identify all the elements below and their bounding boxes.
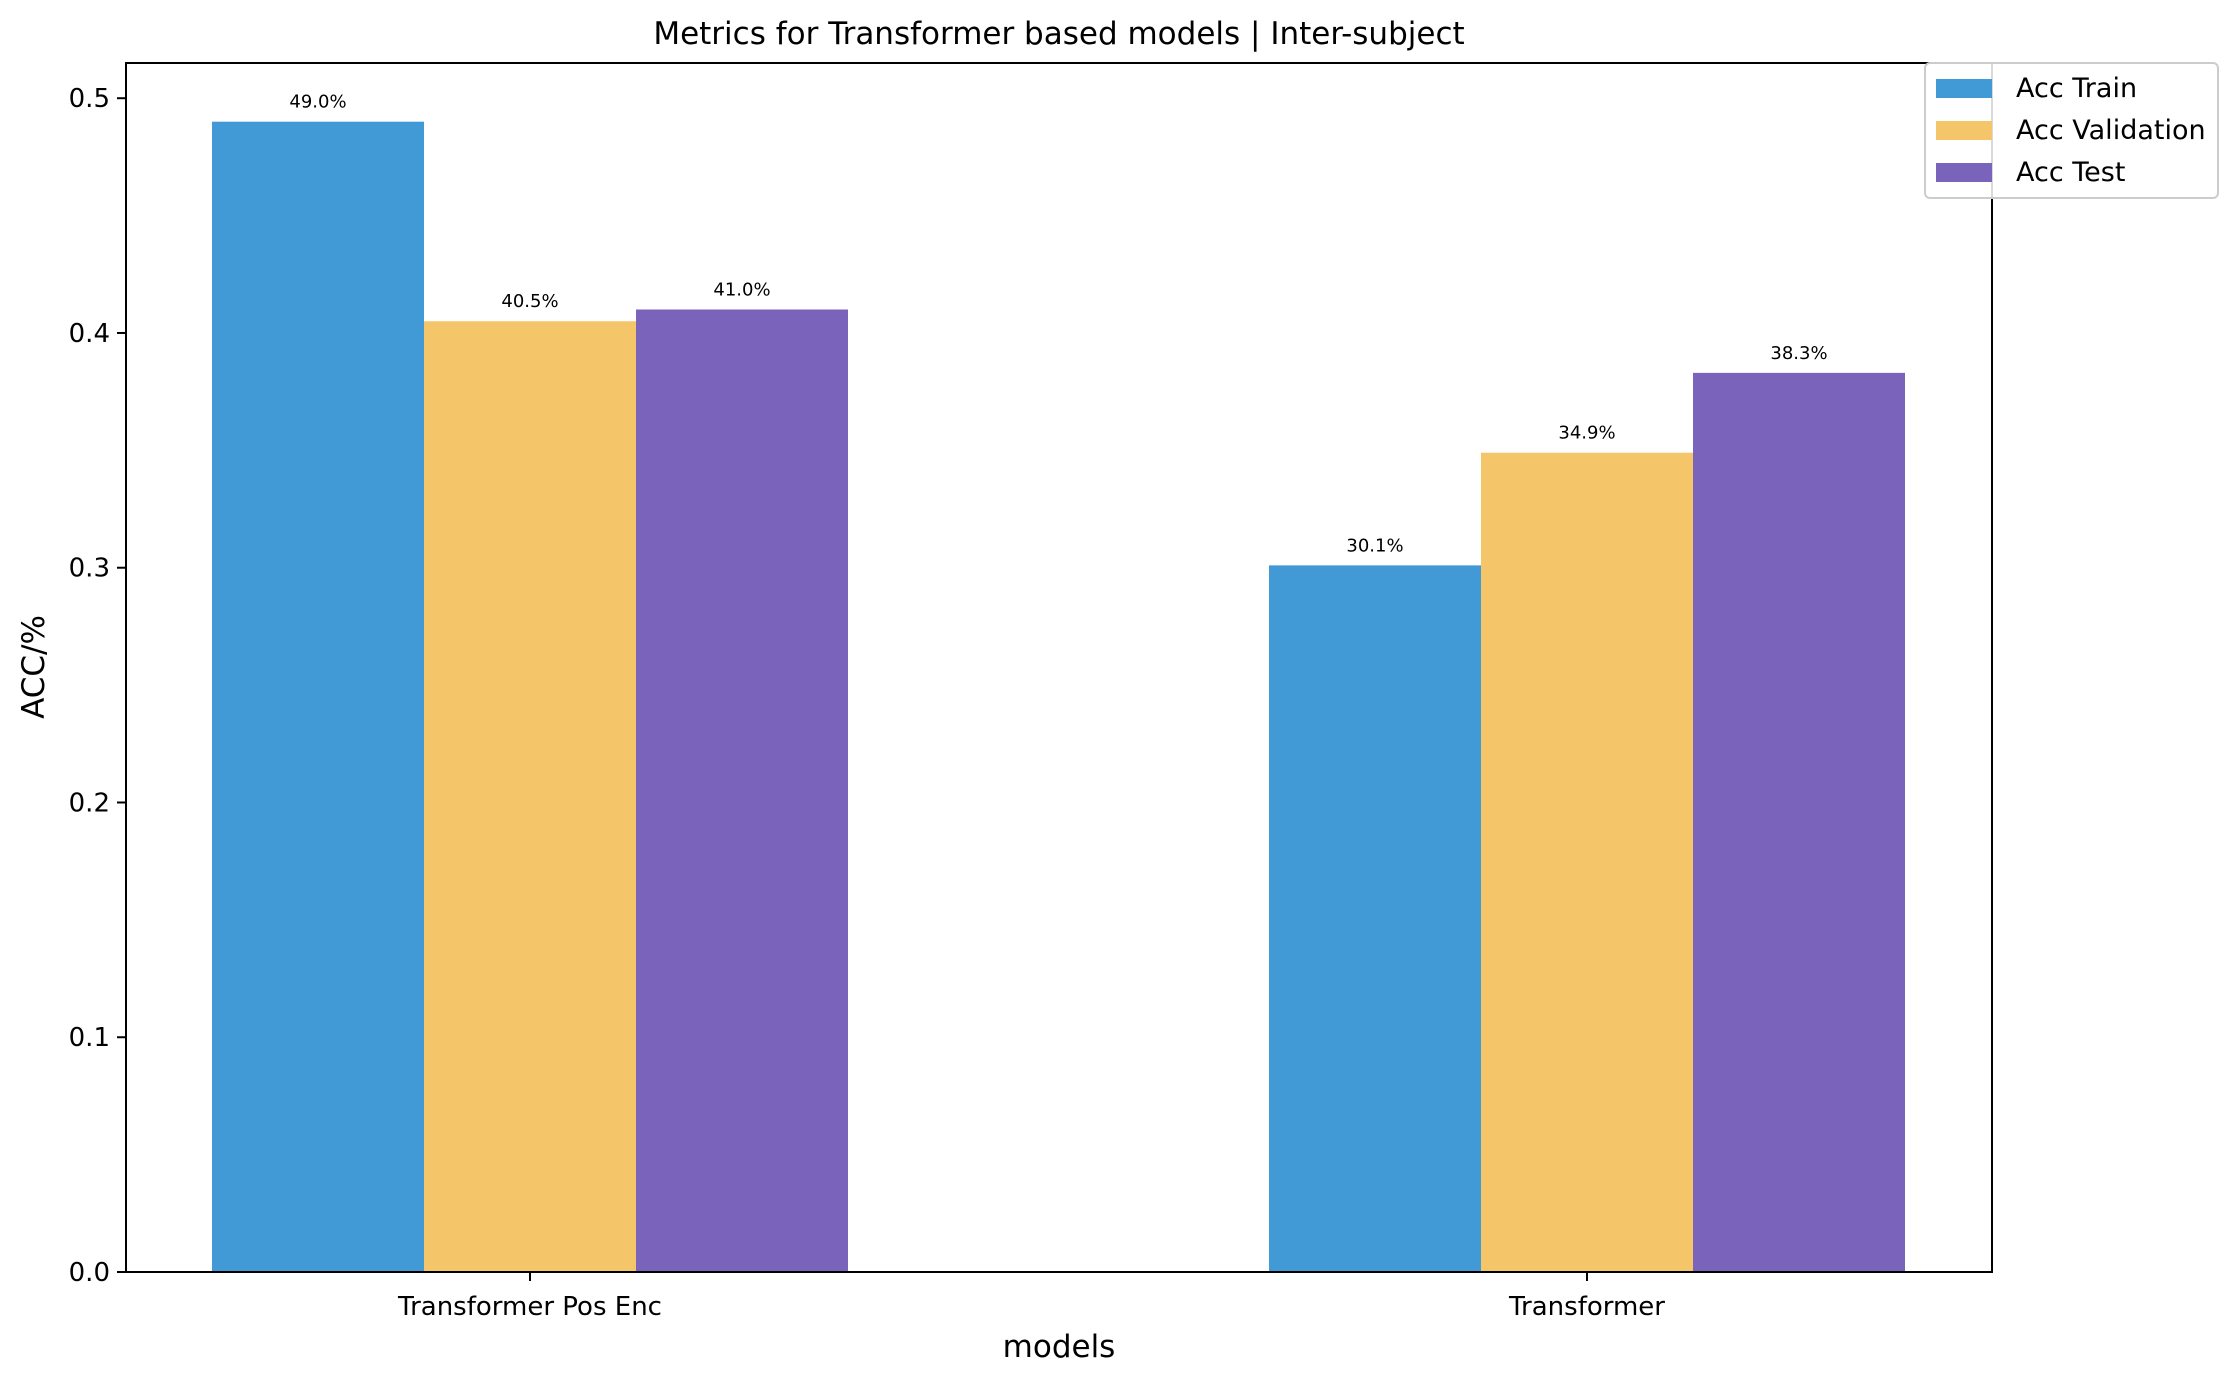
chart-title: Metrics for Transformer based models | I…	[653, 16, 1464, 52]
bar-acc-validation-transformer-pos-enc	[424, 321, 636, 1272]
y-tick-label: 0.1	[69, 1023, 110, 1053]
legend-box	[1924, 62, 2219, 199]
bar-acc-test-transformer-pos-enc	[636, 309, 848, 1273]
y-axis-title: ACC/%	[16, 615, 52, 719]
bar-acc-train-transformer-pos-enc	[212, 121, 424, 1272]
legend-swatch-acc-validation	[1936, 121, 1992, 140]
bar-acc-validation-transformer	[1481, 452, 1693, 1272]
y-axis: 0.0 0.1 0.2 0.3 0.4 0.5	[69, 84, 126, 1288]
data-label-acc-test-transformer-pos-enc: 41.0%	[713, 279, 770, 300]
data-label-acc-train-transformer: 30.1%	[1346, 535, 1403, 556]
y-tick-label: 0.2	[69, 788, 110, 818]
y-tick-label: 0.4	[69, 319, 110, 349]
data-label-acc-test-transformer: 38.3%	[1770, 343, 1827, 364]
bars-layer	[212, 121, 1905, 1273]
legend-swatch-acc-train	[1936, 79, 1992, 98]
data-label-acc-validation-transformer-pos-enc: 40.5%	[501, 291, 558, 312]
legend: Acc Train Acc Validation Acc Test	[1924, 62, 2219, 199]
x-tick-label: Transformer Pos Enc	[397, 1292, 662, 1322]
bar-acc-test-transformer	[1693, 372, 1905, 1272]
data-label-acc-train-transformer-pos-enc: 49.0%	[289, 92, 346, 113]
legend-label-acc-train: Acc Train	[2016, 73, 2137, 104]
bar-acc-train-transformer	[1269, 565, 1481, 1272]
data-labels-layer: 49.0% 30.1% 40.5% 34.9% 41.0% 38.3%	[289, 92, 1827, 557]
y-tick-label: 0.5	[69, 84, 110, 114]
x-tick-label: Transformer	[1508, 1292, 1665, 1322]
x-axis-title: models	[1003, 1329, 1116, 1365]
data-label-acc-validation-transformer: 34.9%	[1558, 423, 1615, 444]
legend-swatch-acc-test	[1936, 163, 1992, 182]
legend-label-acc-validation: Acc Validation	[2016, 115, 2206, 146]
plot-frame	[125, 62, 1993, 1273]
y-tick-label: 0.0	[69, 1258, 110, 1288]
legend-label-acc-test: Acc Test	[2016, 157, 2125, 188]
y-tick-label: 0.3	[69, 554, 110, 584]
x-axis: Transformer Pos Enc Transformer	[397, 1272, 1665, 1322]
